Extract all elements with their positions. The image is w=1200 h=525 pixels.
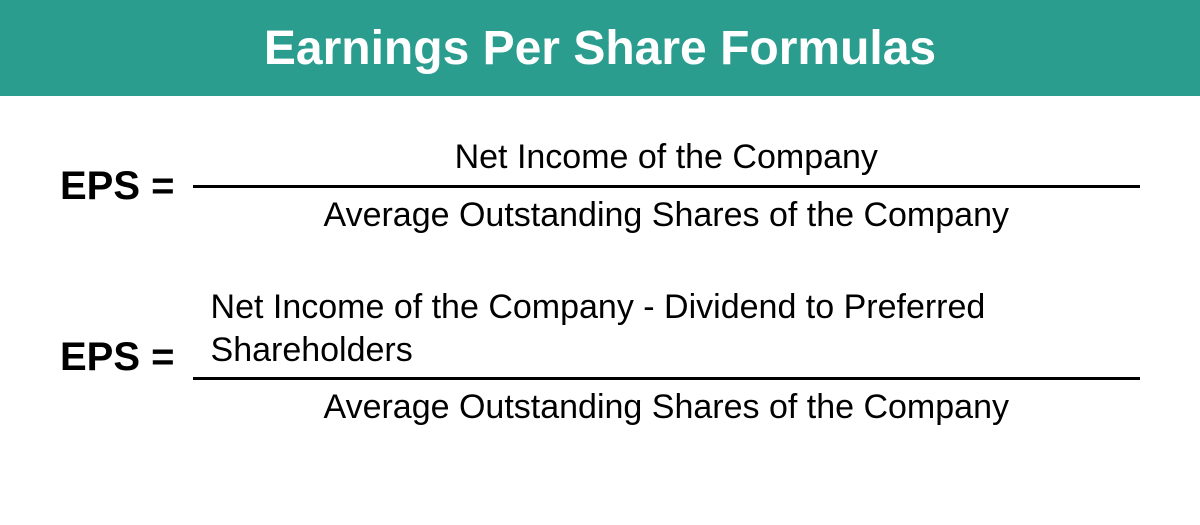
page-title: Earnings Per Share Formulas	[264, 21, 936, 76]
formula-row: EPS = Net Income of the Company Average …	[60, 136, 1140, 236]
fraction: Net Income of the Company - Dividend to …	[193, 286, 1140, 429]
formula-row: EPS = Net Income of the Company - Divide…	[60, 286, 1140, 429]
fraction-denominator: Average Outstanding Shares of the Compan…	[193, 194, 1140, 237]
fraction-numerator: Net Income of the Company	[193, 136, 1140, 179]
fraction-bar	[193, 377, 1140, 380]
fraction: Net Income of the Company Average Outsta…	[193, 136, 1140, 236]
header-bar: Earnings Per Share Formulas	[0, 0, 1200, 96]
fraction-denominator: Average Outstanding Shares of the Compan…	[193, 386, 1140, 429]
fraction-bar	[193, 185, 1140, 188]
formula-lhs: EPS =	[60, 164, 175, 209]
formulas-container: EPS = Net Income of the Company Average …	[0, 96, 1200, 429]
formula-lhs: EPS =	[60, 335, 175, 380]
fraction-numerator: Net Income of the Company - Dividend to …	[193, 286, 1140, 371]
